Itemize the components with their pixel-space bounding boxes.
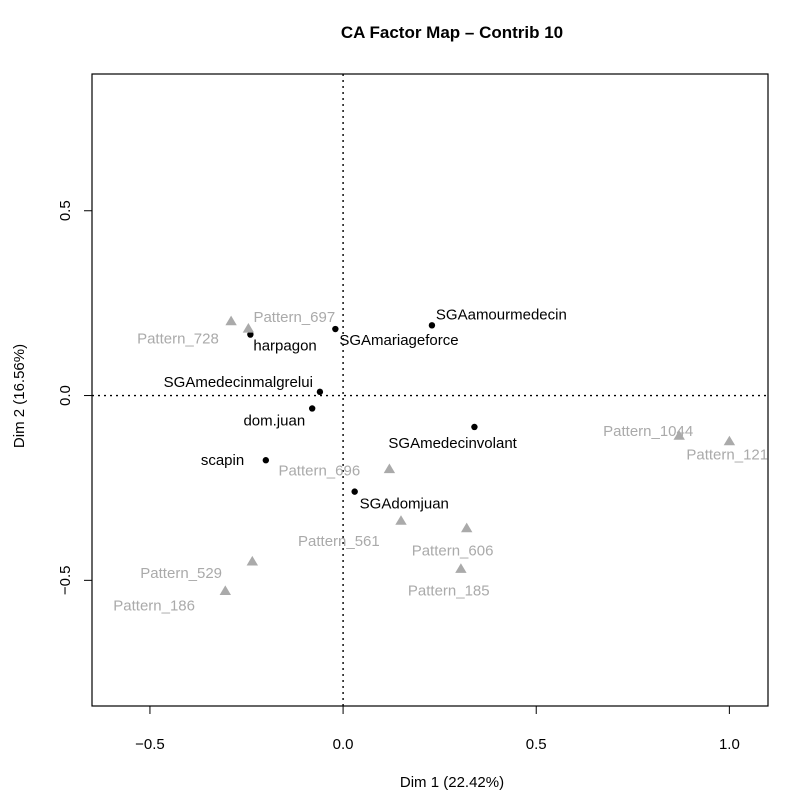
x-axis: −0.5 0.0 0.5 1.0 — [135, 705, 740, 753]
label-sgamedecinvolant: SGAmedecinvolant — [388, 435, 517, 452]
point-pattern-186 — [219, 585, 231, 595]
y-axis: −0.5 0.0 0.5 — [57, 200, 93, 596]
label-pattern-561: Pattern_561 — [298, 533, 380, 550]
point-sgamariageforce — [332, 325, 339, 333]
data-points — [219, 315, 736, 595]
point-sgadomjuan — [351, 488, 358, 495]
label-harpagon: harpagon — [253, 338, 316, 355]
label-pattern-529: Pattern_529 — [140, 565, 222, 582]
point-pattern-728 — [225, 315, 237, 326]
label-pattern-606: Pattern_606 — [412, 543, 494, 560]
point-pattern-529 — [246, 555, 258, 566]
y-tick-label: 0.5 — [57, 200, 74, 221]
x-tick-label: 0.0 — [333, 736, 354, 753]
point-harpagon — [247, 331, 254, 338]
point-labels: SGAamourmedecin SGAmariageforce harpagon SG… — [113, 306, 768, 614]
point-sgaamourmedecin — [428, 322, 436, 329]
point-pattern-185 — [455, 563, 467, 573]
label-dom-juan: dom.juan — [243, 412, 305, 429]
label-pattern-121: Pattern_121 — [686, 447, 768, 464]
label-pattern-728: Pattern_728 — [137, 331, 219, 348]
point-pattern-561 — [395, 515, 407, 525]
point-pattern-121 — [723, 435, 736, 446]
y-axis-label: Dim 2 (16.56%) — [11, 344, 28, 448]
point-pattern-697 — [242, 323, 255, 333]
label-pattern-185: Pattern_185 — [408, 582, 490, 599]
point-sgamedecinmalgrelui — [316, 388, 324, 396]
label-sgamedecinmalgrelui: SGAmedecinmalgrelui — [164, 374, 313, 391]
point-scapin — [262, 457, 270, 464]
label-pattern-1044: Pattern_1044 — [603, 423, 693, 440]
x-tick-label: −0.5 — [135, 736, 165, 753]
x-axis-label: Dim 1 (22.42%) — [400, 774, 504, 791]
label-sgaamourmedecin: SGAamourmedecin — [436, 306, 567, 323]
x-tick-label: 1.0 — [719, 736, 740, 753]
label-sgamariageforce: SGAmariageforce — [339, 332, 458, 349]
point-pattern-696 — [383, 463, 396, 474]
label-pattern-696: Pattern_696 — [278, 462, 360, 479]
point-dom-juan — [308, 405, 316, 412]
label-sgadomjuan: SGAdomjuan — [360, 496, 449, 513]
y-tick-label: 0.0 — [57, 385, 74, 406]
point-pattern-606 — [461, 522, 473, 533]
point-sgamedecinvolant — [471, 423, 478, 431]
chart-title: CA Factor Map – Contrib 10 — [341, 23, 563, 42]
label-pattern-186: Pattern_186 — [113, 597, 195, 614]
label-scapin: scapin — [201, 452, 244, 469]
x-tick-label: 0.5 — [526, 736, 547, 753]
y-tick-label: −0.5 — [57, 566, 74, 596]
point-pattern-1044 — [673, 430, 685, 440]
label-pattern-697: Pattern_697 — [253, 309, 335, 326]
reference-lines — [92, 74, 768, 706]
